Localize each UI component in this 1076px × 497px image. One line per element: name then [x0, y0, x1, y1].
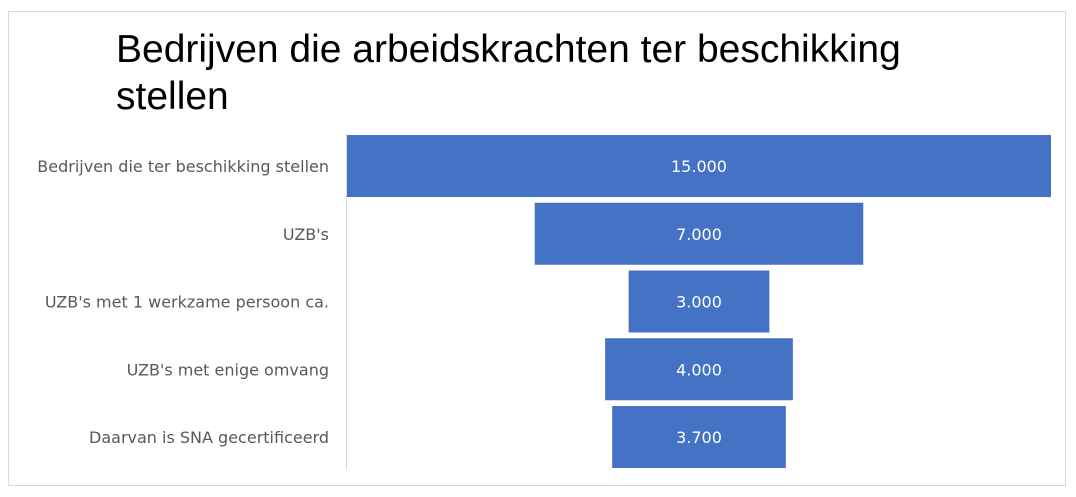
chart-frame	[8, 11, 1066, 486]
funnel-bar	[612, 406, 786, 468]
chart-title: Bedrijven die arbeidskrachten ter beschi…	[116, 28, 901, 118]
category-label: UZB's	[283, 225, 329, 244]
funnel-bar	[534, 202, 864, 265]
data-label: 15.000	[671, 157, 727, 176]
category-label: UZB's met enige omvang	[127, 360, 329, 379]
funnel-bar	[628, 270, 770, 333]
data-label: 3.000	[676, 293, 722, 312]
category-label: Bedrijven die ter beschikking stellen	[37, 157, 329, 176]
data-label: 7.000	[676, 225, 722, 244]
data-label: 4.000	[676, 360, 722, 379]
funnel-bar	[347, 135, 1051, 197]
category-label: UZB's met 1 werkzame persoon ca.	[45, 293, 329, 312]
data-label: 3.700	[676, 428, 722, 447]
category-label: Daarvan is SNA gecertificeerd	[89, 428, 329, 447]
funnel-bar	[605, 338, 793, 401]
